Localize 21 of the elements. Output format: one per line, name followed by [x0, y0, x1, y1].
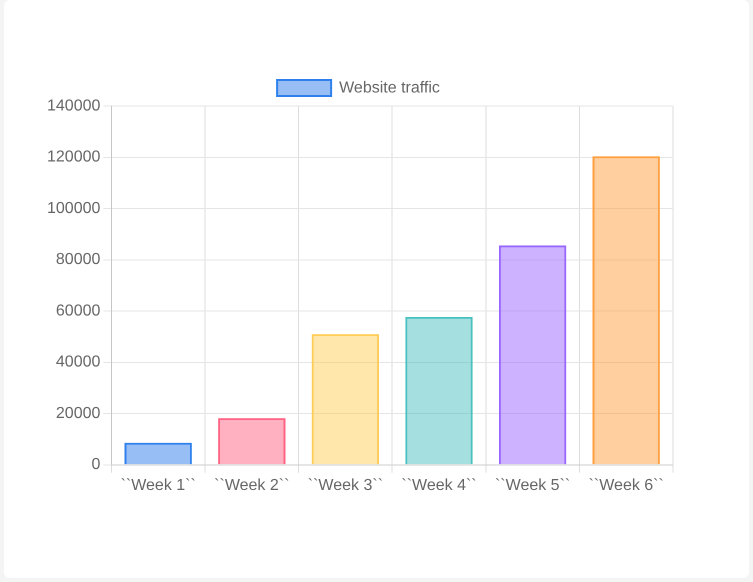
- bar: [312, 334, 380, 464]
- x-tick-label: ``Week 1``: [120, 476, 196, 494]
- bar: [218, 418, 286, 464]
- x-tick-label: ``Week 6``: [588, 476, 664, 494]
- legend-label: Website traffic: [339, 79, 440, 96]
- y-tick-label: 120000: [47, 148, 100, 166]
- bar: [405, 316, 473, 464]
- y-tick-label: 0: [91, 456, 100, 474]
- bar: [592, 156, 660, 464]
- x-tick-label: ``Week 5``: [494, 476, 570, 494]
- y-tick-label: 140000: [47, 97, 100, 114]
- y-tick-label: 20000: [56, 404, 100, 422]
- y-tick-label: 80000: [56, 251, 100, 268]
- y-tick-label: 60000: [56, 302, 100, 320]
- bar: [124, 442, 192, 464]
- x-tick-label: ``Week 3``: [308, 476, 384, 494]
- x-tick-label: ``Week 4``: [401, 476, 477, 494]
- x-tick-label: ``Week 2``: [214, 476, 290, 494]
- y-tick-label: 40000: [56, 354, 100, 371]
- y-tick-label: 100000: [47, 200, 100, 217]
- bar: [498, 245, 566, 464]
